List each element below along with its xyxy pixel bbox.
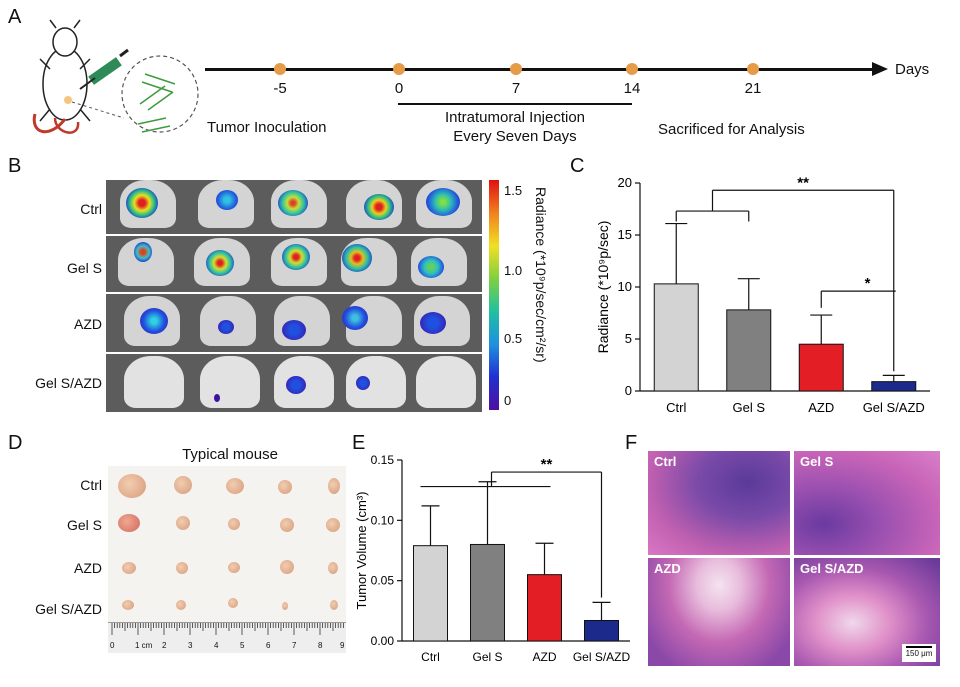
timeline-axis — [205, 68, 875, 71]
ruler-number: 9 — [340, 641, 345, 650]
event-tumor-inoculation: Tumor Inoculation — [207, 119, 327, 136]
y-tick-label: 0.15 — [371, 453, 395, 467]
tumor-row-label: Ctrl — [80, 477, 102, 493]
x-tick-label: AZD — [808, 400, 834, 415]
y-axis-label: Tumor Volume (cm³) — [354, 492, 369, 610]
ivis-row-label: Ctrl — [80, 201, 102, 217]
timeline-dot-14 — [626, 63, 638, 75]
x-tick-label: Gel S — [732, 400, 765, 415]
ivis-imaging-grid — [106, 180, 482, 412]
ruler — [108, 622, 346, 653]
ivis-row-label: AZD — [74, 316, 102, 332]
x-tick-label: Gel S/AZD — [573, 650, 631, 664]
he-image-azd: AZD — [648, 558, 790, 666]
tumor-volume-bar-chart: 0.00 0.05 0.10 0.15 Ctrl Gel S AZD Gel S/AZD Tum… — [354, 453, 631, 664]
injection-period-bracket — [398, 103, 632, 105]
x-tick-label: Gel S — [472, 650, 502, 664]
he-image-gels: Gel S — [794, 451, 940, 555]
ruler-number: 1 cm — [135, 641, 153, 650]
timeline-tick-label: -5 — [273, 80, 287, 97]
y-tick-label: 0.05 — [371, 574, 395, 588]
tumor-row-label: Gel S/AZD — [35, 601, 102, 617]
ruler-ticks — [111, 623, 344, 635]
ruler-numbers: 0 1 cm 2 3 4 5 6 7 8 9 — [108, 641, 346, 653]
panel-label-b: B — [8, 155, 22, 177]
bar — [470, 543, 505, 642]
panel-label-c: C — [570, 155, 585, 177]
typical-mouse-title: Typical mouse — [182, 446, 278, 463]
ivis-row-label: Gel S — [66, 260, 102, 276]
scale-bar — [906, 646, 932, 648]
ruler-number: 0 — [110, 641, 115, 650]
ruler-number: 5 — [240, 641, 245, 650]
scale-bar-box: 150 μm — [902, 644, 936, 662]
timeline-dot-0 — [393, 63, 405, 75]
ruler-number: 4 — [214, 641, 219, 650]
significance-marker: ** — [541, 456, 553, 473]
timeline-dot-21 — [747, 63, 759, 75]
timeline-arrowhead — [872, 62, 888, 76]
event-sacrifice: Sacrificed for Analysis — [658, 121, 805, 138]
bar — [726, 309, 772, 392]
y-tick-label: 0.10 — [371, 513, 395, 527]
he-label: AZD — [654, 561, 681, 576]
panel-label-e: E — [352, 432, 366, 454]
he-image-ctrl: Ctrl — [648, 451, 790, 555]
colorbar-tick: 0 — [504, 393, 512, 408]
colorbar-tick: 1.0 — [504, 263, 523, 278]
scale-bar-label: 150 μm — [905, 649, 933, 658]
colorbar-tick: 1.5 — [504, 183, 523, 198]
significance-marker: * — [865, 275, 871, 292]
bar — [798, 343, 844, 392]
he-label: Gel S/AZD — [800, 561, 864, 576]
ruler-number: 7 — [292, 641, 297, 650]
timeline-days-label: Days — [895, 61, 930, 78]
y-tick-label: 10 — [618, 279, 632, 294]
bar — [413, 545, 448, 642]
timeline-dot-7 — [510, 63, 522, 75]
mouse-injection-illustration — [32, 19, 199, 134]
panel-label-a: A — [8, 6, 22, 28]
x-tick-label: Gel S/AZD — [863, 400, 925, 415]
he-label: Ctrl — [654, 454, 677, 469]
x-tick-label: AZD — [533, 650, 557, 664]
tumor-row-label: AZD — [74, 560, 102, 576]
timeline-tick-label: 0 — [394, 80, 404, 97]
y-tick-label: 0.00 — [371, 634, 395, 648]
he-label: Gel S — [800, 454, 834, 469]
bar — [871, 381, 917, 392]
bar — [584, 619, 619, 642]
colorbar-tick: 0.5 — [504, 331, 523, 346]
panel-label-f: F — [625, 432, 638, 454]
ruler-number: 3 — [188, 641, 193, 650]
timeline-tick-label: 14 — [623, 80, 641, 97]
event-injection-line1: Intratumoral Injection — [444, 109, 586, 126]
ruler-number: 2 — [162, 641, 167, 650]
tumor-row-label: Gel S — [66, 517, 102, 533]
y-axis-label: Radiance (*10⁹p/sec) — [595, 221, 611, 354]
bar — [653, 283, 699, 392]
significance-marker: ** — [797, 174, 809, 191]
ivis-row-label: Gel S/AZD — [35, 375, 102, 391]
y-tick-label: 0 — [625, 383, 632, 398]
x-tick-label: Ctrl — [421, 650, 440, 664]
ruler-number: 6 — [266, 641, 271, 650]
y-tick-label: 5 — [625, 331, 632, 346]
timeline-tick-label: 7 — [511, 80, 521, 97]
he-image-gelsazd: Gel S/AZD 150 μm — [794, 558, 940, 666]
radiance-bar-chart: 0 5 10 15 20 Ctrl Gel S AZD Gel S/AZD Radiance (*… — [595, 174, 930, 415]
x-tick-label: Ctrl — [666, 400, 686, 415]
timeline-tick-label: 21 — [744, 80, 762, 97]
timeline-dot-minus5 — [274, 63, 286, 75]
ruler-number: 8 — [318, 641, 323, 650]
colorbar — [489, 180, 499, 410]
panel-label-d: D — [8, 432, 23, 454]
colorbar-label: Radiance (*10⁹p/sec/cm²/sr) — [533, 187, 549, 363]
bar — [527, 574, 562, 642]
event-injection-line2: Every Seven Days — [453, 128, 577, 145]
y-tick-label: 15 — [618, 227, 632, 242]
y-tick-label: 20 — [618, 175, 632, 190]
excised-tumor-photo — [108, 466, 346, 622]
